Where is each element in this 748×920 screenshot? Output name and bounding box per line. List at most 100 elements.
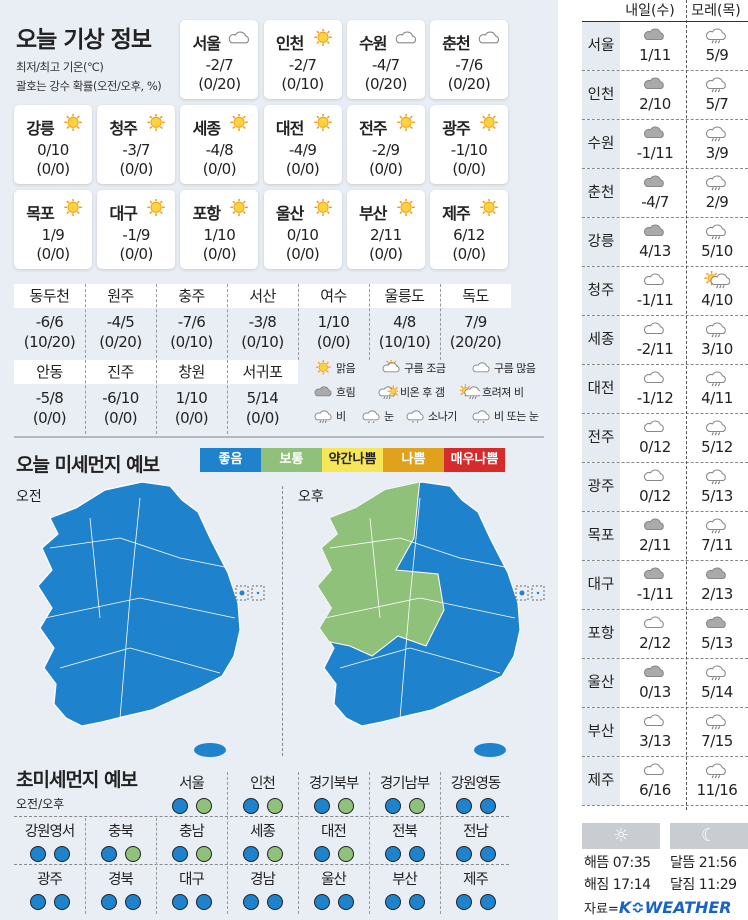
temperature: 2/13 — [701, 585, 733, 603]
sun-weather-icon — [315, 360, 331, 375]
rain-probability: (0/0) — [202, 245, 237, 263]
weather-icon-wrap — [478, 29, 502, 49]
other-city: 서산 -3/8 (0/10) — [227, 284, 298, 352]
rain-probability: (0/20) — [198, 75, 241, 93]
day-after-cell: 4/11 — [686, 369, 748, 407]
am-level-dot — [100, 894, 117, 910]
city-values: 6/12 (0/0) — [430, 226, 508, 264]
level-dots — [227, 798, 298, 814]
rain-weather-icon — [705, 420, 726, 436]
legend-item: 비 또는 눈 — [472, 408, 539, 424]
dark-weather-icon — [314, 386, 332, 397]
level-dots — [14, 894, 85, 910]
city-name: 대구 — [109, 204, 137, 223]
temperature: -2/7 — [288, 56, 317, 74]
temperature: 2/9 — [705, 193, 729, 211]
day-after-cell: 5/14 — [686, 663, 748, 701]
level-dots — [227, 894, 298, 910]
divider — [582, 21, 748, 22]
province-borders — [44, 497, 236, 719]
rain-probability: (0/10) — [281, 75, 324, 93]
ultrafine-region: 충남 — [156, 820, 227, 862]
region-name: 강원영동 — [450, 776, 501, 792]
city-values: -3/8 (0/10) — [227, 308, 298, 352]
city-name: 대전 — [582, 365, 620, 413]
legend-label: 비온 후 갬 — [400, 386, 445, 399]
rain-weather-icon — [705, 322, 726, 338]
province-borders — [324, 497, 516, 719]
divider — [156, 284, 157, 434]
weather-icon-wrap — [395, 198, 419, 219]
region-name: 경기남부 — [379, 776, 430, 792]
temperature: 5/13 — [701, 487, 733, 505]
moderate-region — [318, 482, 445, 657]
temperature: -6/10 — [102, 389, 139, 407]
temperature: -4/8 — [205, 141, 234, 159]
legend-label: 눈 — [384, 410, 394, 423]
region-name: 부산 — [392, 872, 418, 888]
am-level-dot — [171, 798, 188, 814]
weather-icon-wrap — [228, 198, 252, 219]
temperature: 5/14 — [246, 389, 279, 407]
city-card: 울산 0/10 (0/0) — [263, 190, 342, 269]
today-weather-panel: 오늘 기상 정보 최저/최고 기온(℃) 괄호는 강수 확률(오전/오후, %)… — [0, 0, 558, 920]
dust-level: 보통 — [261, 448, 322, 472]
day-after-cell: 5/9 — [686, 26, 748, 64]
level-dots — [156, 798, 227, 814]
ultrafine-region: 경기북부 — [298, 772, 369, 814]
city-card: 대전 -4/9 (0/0) — [263, 105, 342, 184]
temperature: 7/11 — [701, 536, 733, 554]
ultrafine-region: 인천 — [227, 772, 298, 814]
divider — [227, 772, 228, 914]
city-values: -1/9 (0/0) — [97, 226, 175, 264]
am-level-dot — [384, 894, 401, 910]
pm-level-dot — [124, 846, 141, 862]
tomorrow-cell: 6/16 — [624, 761, 686, 799]
temperature: 1/11 — [639, 46, 671, 64]
level-dots — [85, 894, 156, 910]
city-name: 진주 — [85, 360, 156, 384]
temperature: 0/12 — [639, 438, 671, 456]
rain-probability: (0/0) — [174, 409, 209, 427]
temperature: -4/7 — [641, 193, 669, 211]
rain-probability: (0/0) — [285, 160, 320, 178]
temperature: -1/11 — [636, 585, 674, 603]
region-name: 대구 — [179, 872, 205, 888]
city-name: 광주 — [442, 119, 470, 138]
temperature: 0/12 — [639, 487, 671, 505]
weather-icon-wrap — [395, 113, 419, 134]
weather-icon-wrap — [62, 113, 86, 134]
cloud-weather-icon — [643, 420, 664, 433]
tomorrow-cell: 4/13 — [624, 222, 686, 260]
city-name: 여수 — [298, 284, 369, 308]
sun-weather-icon — [397, 198, 415, 217]
day-after-cell: 4/10 — [686, 271, 748, 309]
jeju-island — [474, 743, 506, 757]
pm-level-dot — [408, 846, 425, 862]
legend-item: 구름 많음 — [472, 360, 536, 376]
rain-probability: (10/10) — [378, 333, 431, 351]
city-name: 춘천 — [582, 169, 620, 217]
other-city: 안동 -5/8 (0/0) — [14, 360, 85, 428]
city-name: 청주 — [582, 267, 620, 315]
level-dots — [440, 894, 511, 910]
other-city: 충주 -7/6 (0/10) — [156, 284, 227, 352]
sun-weather-icon — [480, 198, 498, 217]
city-card: 전주 -2/9 (0/0) — [346, 105, 425, 184]
ultrafine-region: 부산 — [369, 868, 440, 910]
temp-note: 최저/최고 기온(℃) — [16, 60, 104, 74]
city-name: 서귀포 — [227, 360, 298, 384]
shower-weather-icon — [406, 410, 424, 423]
temperature: -7/6 — [177, 313, 206, 331]
sunset: 해짐 17:14 — [584, 877, 651, 893]
city-card: 대구 -1/9 (0/0) — [97, 190, 176, 269]
temperature: 5/14 — [701, 683, 733, 701]
ultrafine-region: 충북 — [85, 820, 156, 862]
level-dots — [440, 846, 511, 862]
ultrafine-region: 경북 — [85, 868, 156, 910]
temperature: 2/11 — [369, 226, 402, 244]
weather-icon-wrap — [395, 29, 419, 49]
divider — [369, 772, 370, 914]
weather-icon-wrap — [62, 198, 86, 219]
rain-weather-icon — [705, 469, 726, 485]
